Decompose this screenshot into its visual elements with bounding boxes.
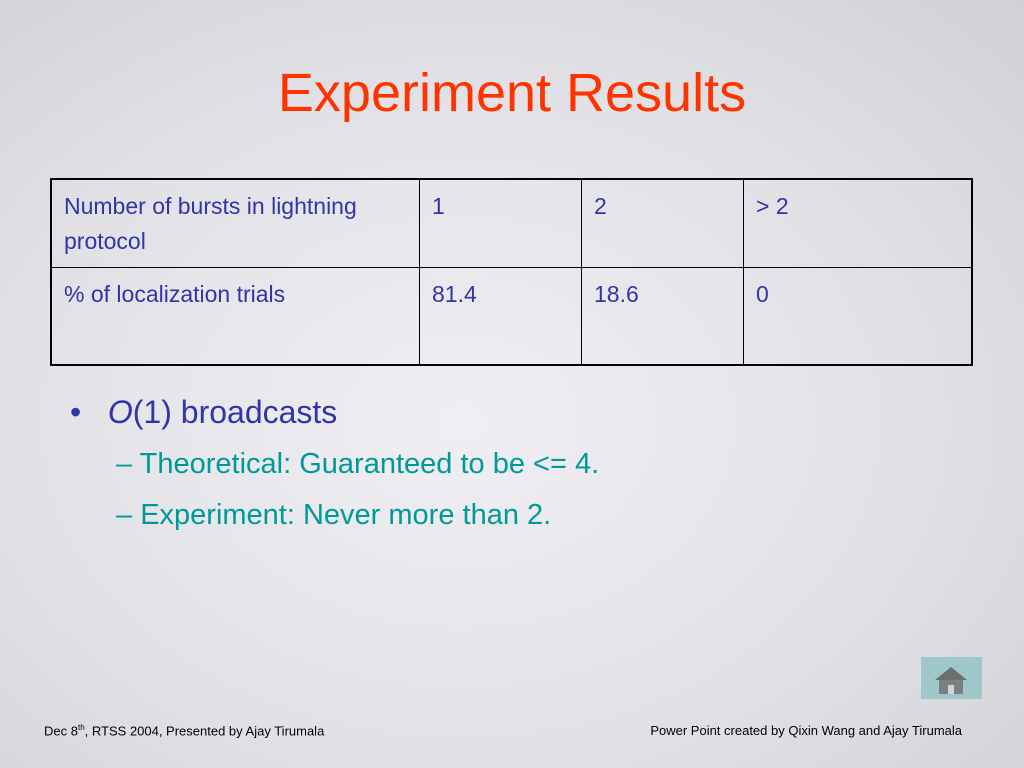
table-row: Number of bursts in lightning protocol 1 2… xyxy=(50,178,973,268)
table-cell: 81.4 xyxy=(419,267,582,366)
slide-title: Experiment Results xyxy=(277,63,747,123)
table-cell: 2 xyxy=(581,178,744,268)
bullet: • O(1) broadcasts xyxy=(70,394,338,430)
footer-right: Power Point created by Qixin Wang and Aj… xyxy=(650,723,962,738)
door xyxy=(948,685,954,694)
footer-left: Dec 8th, RTSS 2004, Presented by Ajay Ti… xyxy=(44,723,324,738)
table-cell: 1 xyxy=(419,178,582,268)
sub-bullet-text: Experiment: Never more than 2. xyxy=(140,499,552,531)
table-cell: Number of bursts in lightning protocol xyxy=(50,178,420,268)
table-cell: 0 xyxy=(743,267,973,366)
results-table: Number of bursts in lightning protocol 1 2… xyxy=(50,178,973,366)
table-row: % of localization trials 81.4 18.6 0 xyxy=(50,267,973,366)
bullet-italic: O xyxy=(107,394,133,430)
footer-text: Dec 8 xyxy=(44,723,78,739)
sub-bullet-text: Theoretical: Guaranteed to be <= 4. xyxy=(139,448,600,480)
bullet-text: (1) broadcasts xyxy=(132,394,338,430)
sub-bullet: – Experiment: Never more than 2. xyxy=(116,499,552,531)
table-cell: > 2 xyxy=(743,178,973,268)
home-icon xyxy=(935,667,967,694)
sub-bullet: – Theoretical: Guaranteed to be <= 4. xyxy=(116,448,600,480)
footer-sup: th xyxy=(77,723,85,732)
roof xyxy=(935,667,967,680)
table-cell: % of localization trials xyxy=(50,267,420,366)
home-button[interactable] xyxy=(921,657,982,699)
table-cell: 18.6 xyxy=(581,267,744,366)
footer-text: , RTSS 2004, Presented by Ajay Tirumala xyxy=(84,723,325,739)
